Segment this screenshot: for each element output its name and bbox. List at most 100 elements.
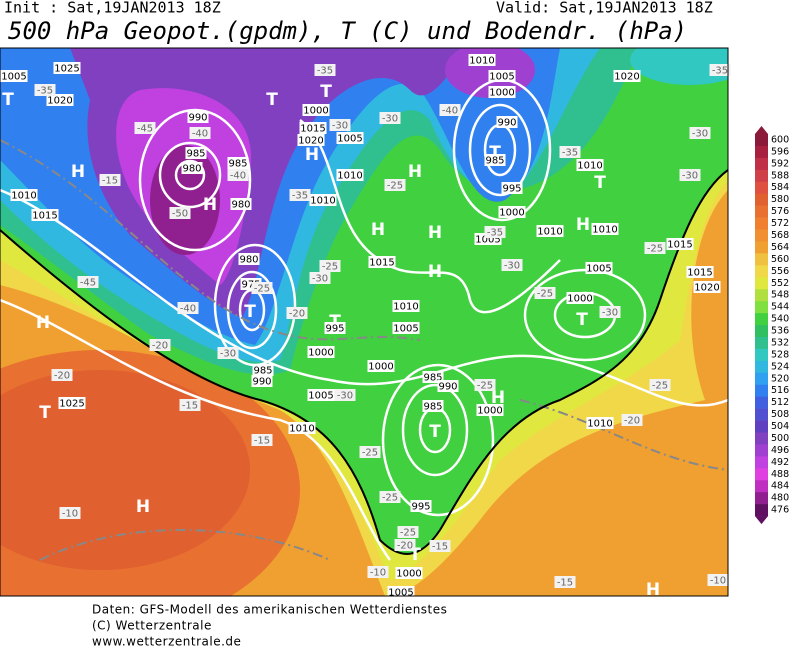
temperature-label-box [179, 399, 201, 411]
temperature-label-box [474, 379, 496, 391]
isobar-label-box [185, 147, 207, 159]
temperature-label: -30 [337, 391, 353, 402]
temperature-label: -15 [254, 436, 270, 447]
temperature-label-box [286, 307, 308, 319]
temperature-label: -25 [537, 289, 553, 300]
temperature-label: -15 [182, 401, 198, 412]
colorbar-label: 524 [771, 361, 789, 372]
colorbar-swatch [755, 336, 768, 350]
temperature-label: -35 [292, 191, 308, 202]
init-time: Init : Sat,19JAN2013 18Z [4, 0, 221, 17]
temperature-label-box [394, 539, 416, 551]
isobar-label-box [437, 380, 459, 392]
temperature-label: -50 [172, 209, 188, 220]
isobar-label: 1005 [1, 72, 26, 83]
temperature-label-box [309, 272, 331, 284]
map-frame [0, 47, 729, 597]
isobar-label-box [307, 389, 335, 401]
isobar-label-box [46, 94, 74, 106]
isobar-label: 985 [423, 373, 442, 384]
isobar-label-box [484, 154, 506, 166]
isobar-label: 985 [253, 366, 272, 377]
colorbar-label: 564 [771, 242, 789, 253]
colorbar-label: 488 [771, 469, 789, 480]
isobar-label-box [238, 253, 260, 265]
colorbar-swatch [755, 277, 768, 290]
temperature-label-box [227, 169, 249, 181]
colorbar-swatch [755, 181, 768, 194]
temperature-label: -20 [152, 341, 168, 352]
isobar-label-box [585, 262, 613, 274]
temperature-label: -30 [682, 171, 698, 182]
map-title: 500 hPa Geopot.(gpdm), T (C) und Bodendr… [8, 17, 687, 45]
isobar-label: 1000 [477, 406, 502, 417]
isobar-label-box [181, 162, 203, 174]
colorbar-label: 500 [771, 433, 789, 444]
isobar-label-box [10, 189, 38, 201]
isobar-label: 1005 [475, 235, 500, 246]
pressure-center: H [576, 215, 590, 235]
colorbar-swatch [755, 169, 768, 183]
colorbar-swatch [755, 456, 768, 469]
temperature-label: -10 [62, 509, 78, 520]
isobar-label: 1025 [59, 399, 84, 410]
colorbar-swatch [755, 157, 768, 171]
temperature-label: -35 [562, 148, 578, 159]
temperature-label: -40 [180, 304, 196, 315]
isobar-label: 1015 [667, 240, 692, 251]
isobar-label: 1010 [337, 171, 362, 182]
temperature-label-box [707, 574, 729, 586]
pressure-center: T [429, 422, 441, 442]
temperature-label-box [397, 526, 419, 538]
isobar-label-box [324, 322, 346, 334]
isobar-label: 990 [438, 382, 457, 393]
pressure-center: H [491, 388, 505, 408]
temperature-label: -35 [37, 86, 53, 97]
temperature-label-box [367, 566, 389, 578]
isobar-label-box [686, 266, 714, 278]
isobar-label-box [58, 397, 86, 409]
isobar-label-box [536, 225, 564, 237]
isobar-label-box [488, 86, 516, 98]
temperature-label: -25 [387, 181, 403, 192]
isobar-label: 990 [497, 118, 516, 129]
isobar-label: 995 [502, 184, 521, 195]
footer-url: www.wetterzentrale.de [92, 635, 241, 649]
temperature-label: -35 [487, 228, 503, 239]
colorbar-swatch [755, 145, 768, 159]
temperature-label-box [251, 282, 273, 294]
isobar-label: 1020 [614, 72, 639, 83]
isobar-label-box [297, 134, 325, 146]
isobar-label: 1010 [310, 196, 335, 207]
temperature-label: -25 [400, 528, 416, 539]
isobar-label: 975 [241, 280, 260, 291]
colorbar-swatch [755, 253, 768, 266]
pressure-center: H [36, 313, 50, 333]
temperature-label-box [384, 179, 406, 191]
colorbar-label: 496 [771, 445, 789, 456]
temperature-label-box [439, 104, 461, 116]
colorbar-label: 476 [771, 505, 789, 516]
pressure-center: T [266, 90, 278, 110]
isobar-label: 1000 [499, 208, 524, 219]
isobar-label: 1010 [537, 227, 562, 238]
isobar-label-box [251, 375, 273, 387]
isobar-label: 980 [239, 255, 258, 266]
isobar-label-box [476, 404, 504, 416]
colorbar-swatch [755, 420, 768, 433]
temperature-label: -20 [397, 541, 413, 552]
temperature-label: -25 [477, 381, 493, 392]
temperature-label-box [554, 576, 576, 588]
colorbar-swatch [755, 432, 768, 445]
pressure-center: T [2, 90, 14, 110]
isobar-label-box [468, 54, 496, 66]
temperature-label-box [334, 389, 356, 401]
isobar-label-box [302, 104, 330, 116]
pressure-center: H [203, 195, 217, 215]
colorbar-label: 520 [771, 373, 789, 384]
temperature-label: -40 [192, 129, 208, 140]
temperature-label-box [77, 276, 99, 288]
isobar-label: 1005 [337, 134, 362, 145]
temperature-label: -25 [647, 244, 663, 255]
isobar-label: 1010 [393, 302, 418, 313]
